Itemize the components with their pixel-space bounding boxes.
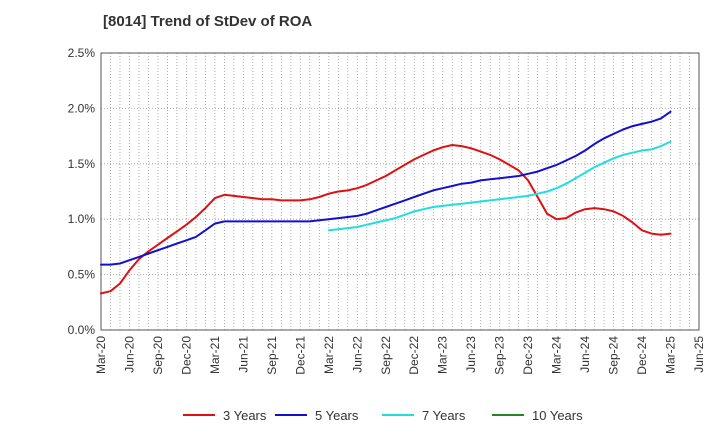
legend-label-7-years: 7 Years xyxy=(422,408,466,423)
x-tick-label: Dec-22 xyxy=(407,336,421,375)
x-tick-label: Mar-21 xyxy=(208,336,222,374)
x-tick-label: Sep-23 xyxy=(493,336,507,375)
x-tick-label: Jun-25 xyxy=(692,336,706,373)
grid-layer xyxy=(100,52,700,331)
x-tick-label: Dec-20 xyxy=(179,336,193,375)
x-tick-label: Sep-21 xyxy=(265,336,279,375)
legend-label-10-years: 10 Years xyxy=(532,408,583,423)
x-tick-label: Jun-21 xyxy=(236,336,250,373)
y-tick-label: 2.5% xyxy=(68,46,96,60)
legend-layer: 3 Years 5 Years 7 Years 10 Years xyxy=(183,408,583,423)
x-tick-label: Mar-20 xyxy=(94,336,108,374)
x-tick-label: Jun-20 xyxy=(122,336,136,373)
x-tick-label: Mar-22 xyxy=(322,336,336,374)
x-tick-label: Sep-24 xyxy=(607,336,621,375)
y-tick-label: 1.0% xyxy=(68,212,96,226)
x-tick-label: Jun-22 xyxy=(350,336,364,373)
x-tick-label: Dec-24 xyxy=(635,336,649,375)
x-tick-label: Sep-22 xyxy=(379,336,393,375)
plot-frame xyxy=(100,52,700,331)
x-tick-label: Mar-23 xyxy=(436,336,450,374)
x-tick-label: Jun-24 xyxy=(578,336,592,373)
y-tick-label: 1.5% xyxy=(68,157,96,171)
x-tick-label: Mar-25 xyxy=(664,336,678,374)
y-tick-label: 2.0% xyxy=(68,101,96,115)
series-line-7-years xyxy=(327,140,672,232)
legend-label-3-years: 3 Years xyxy=(223,408,267,423)
series-line-3-years xyxy=(100,144,672,295)
legend-label-5-years: 5 Years xyxy=(315,408,359,423)
series-line-5-years xyxy=(100,110,672,266)
chart-title: [8014] Trend of StDev of ROA xyxy=(103,13,313,30)
x-tick-label: Sep-20 xyxy=(151,336,165,375)
x-tick-label: Jun-23 xyxy=(464,336,478,373)
series-layer xyxy=(100,110,672,295)
y-tick-label: 0.5% xyxy=(68,268,96,282)
x-tick-label: Dec-23 xyxy=(521,336,535,375)
axis-layer: 0.0% 0.5% 1.0% 1.5% 2.0% 2.5% Mar-20 Jun-20 Sep-… xyxy=(68,46,706,375)
x-tick-label: Dec-21 xyxy=(293,336,307,375)
y-tick-label: 0.0% xyxy=(68,323,96,337)
x-tick-label: Mar-24 xyxy=(550,336,564,374)
